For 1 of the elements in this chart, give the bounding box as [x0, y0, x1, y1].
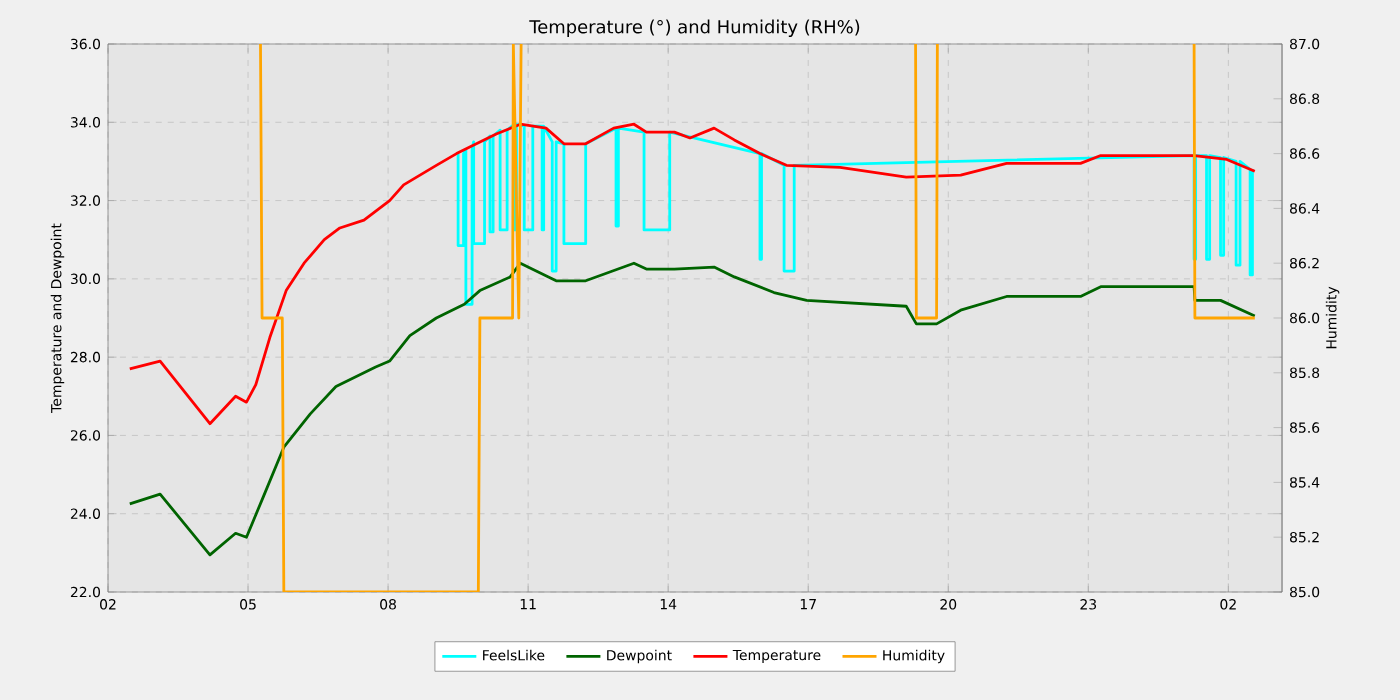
chart-title: Temperature (°) and Humidity (RH%)	[529, 19, 860, 37]
